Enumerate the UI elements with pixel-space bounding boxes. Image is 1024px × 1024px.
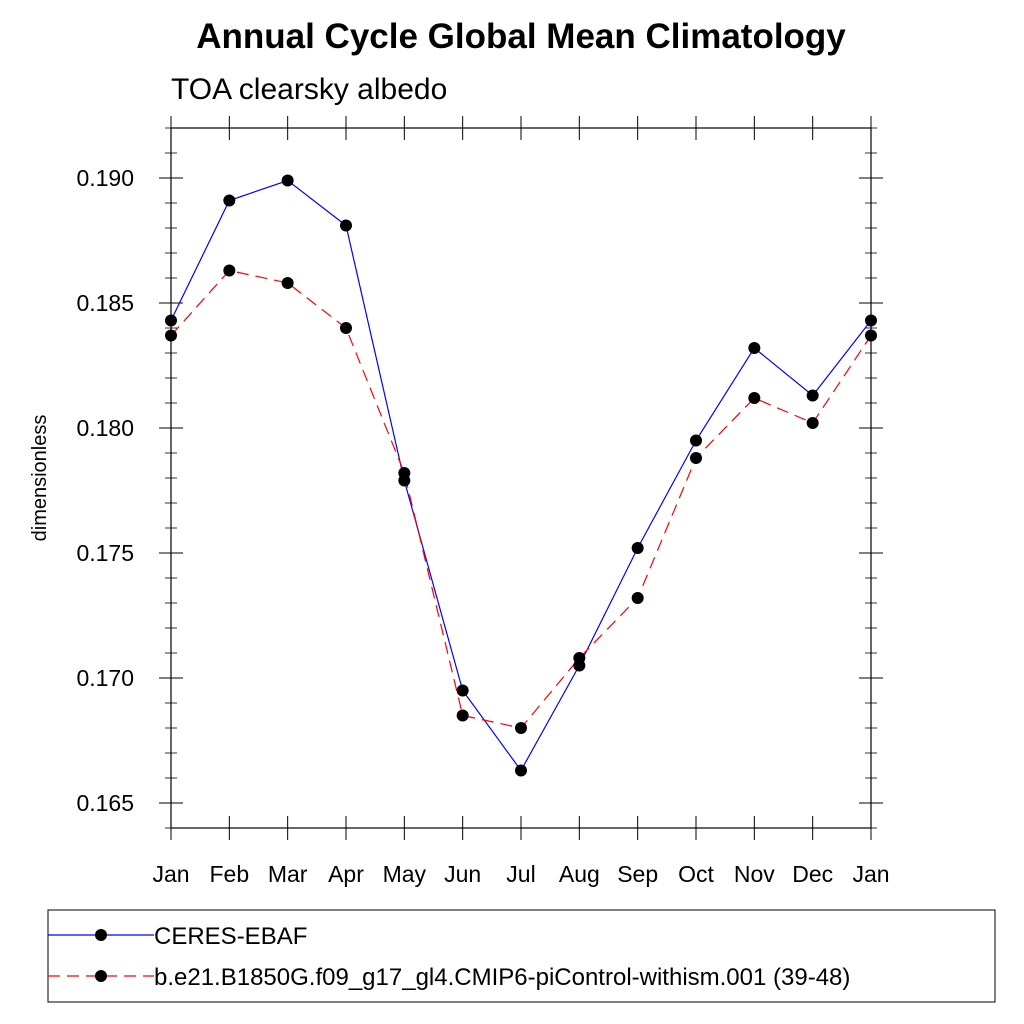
series-0-point	[223, 194, 236, 207]
x-tick-labels: Jan Feb Mar Apr May Jun Jul Aug Sep Oct Nov Dec Jan	[152, 861, 889, 887]
series-layer	[165, 174, 877, 777]
x-tick-label: Jun	[444, 861, 481, 887]
x-tick-label: Nov	[734, 861, 775, 887]
series-1-point	[223, 264, 236, 277]
chart-subtitle: TOA clearsky albedo	[171, 73, 447, 106]
x-tick-label: Apr	[328, 861, 364, 887]
chart-title: Annual Cycle Global Mean Climatology	[196, 17, 846, 56]
series-0-point	[806, 389, 819, 402]
series-1-point	[515, 722, 527, 734]
series-1-point	[398, 467, 411, 479]
series-1-point	[865, 329, 877, 342]
series-0-point	[281, 174, 294, 187]
series-0-point	[631, 542, 644, 554]
x-tick-label: Jan	[852, 861, 889, 887]
x-tick-label: May	[383, 861, 427, 887]
series-1-point	[281, 277, 294, 289]
y-tick-labels: 0.165 0.170 0.175 0.180 0.185 0.190	[76, 165, 134, 816]
y-tick-label: 0.165	[76, 790, 134, 816]
series-0-point	[748, 342, 761, 354]
series-0-point	[456, 684, 469, 697]
series-1-point	[748, 392, 761, 404]
legend: CERES-EBAF b.e21.B1850G.f09_g17_gl4.CMIP…	[47, 909, 996, 1003]
x-tick-label: Feb	[210, 861, 250, 887]
x-tick-label: Aug	[559, 861, 600, 887]
series-0-point	[165, 314, 177, 327]
series-1-point	[631, 592, 644, 604]
series-0-point	[515, 764, 527, 777]
series-0-point	[340, 219, 352, 232]
y-tick-label: 0.180	[76, 415, 134, 441]
y-tick-label: 0.185	[76, 290, 134, 316]
x-tick-label: Oct	[678, 861, 714, 887]
y-axis-label: dimensionless	[29, 415, 51, 542]
series-1-point	[165, 329, 177, 342]
series-line-1	[170, 269, 872, 729]
series-1-point	[573, 652, 586, 664]
series-0-point	[690, 434, 702, 447]
series-0-point	[865, 314, 877, 327]
x-tick-label: Jan	[152, 861, 189, 887]
legend-label-ceres: CERES-EBAF	[154, 923, 307, 950]
series-1-point	[456, 709, 469, 722]
x-tick-label: Dec	[792, 861, 833, 887]
legend-label-model: b.e21.B1850G.f09_g17_gl4.CMIP6-piControl…	[154, 964, 850, 991]
x-tick-label: Jul	[506, 861, 535, 887]
x-tick-label: Sep	[617, 861, 658, 887]
y-tick-label: 0.170	[76, 665, 134, 691]
x-tick-label: Mar	[268, 861, 308, 887]
y-tick-label: 0.190	[76, 165, 134, 191]
y-tick-label: 0.175	[76, 540, 134, 566]
legend-marker-ceres	[95, 929, 107, 941]
legend-box	[47, 909, 996, 1003]
series-1-point	[806, 417, 819, 429]
axis-ticks	[159, 116, 883, 840]
series-1-point	[690, 452, 702, 464]
series-line-0	[170, 179, 872, 772]
legend-marker-model	[95, 970, 107, 982]
series-1-point	[340, 322, 352, 334]
